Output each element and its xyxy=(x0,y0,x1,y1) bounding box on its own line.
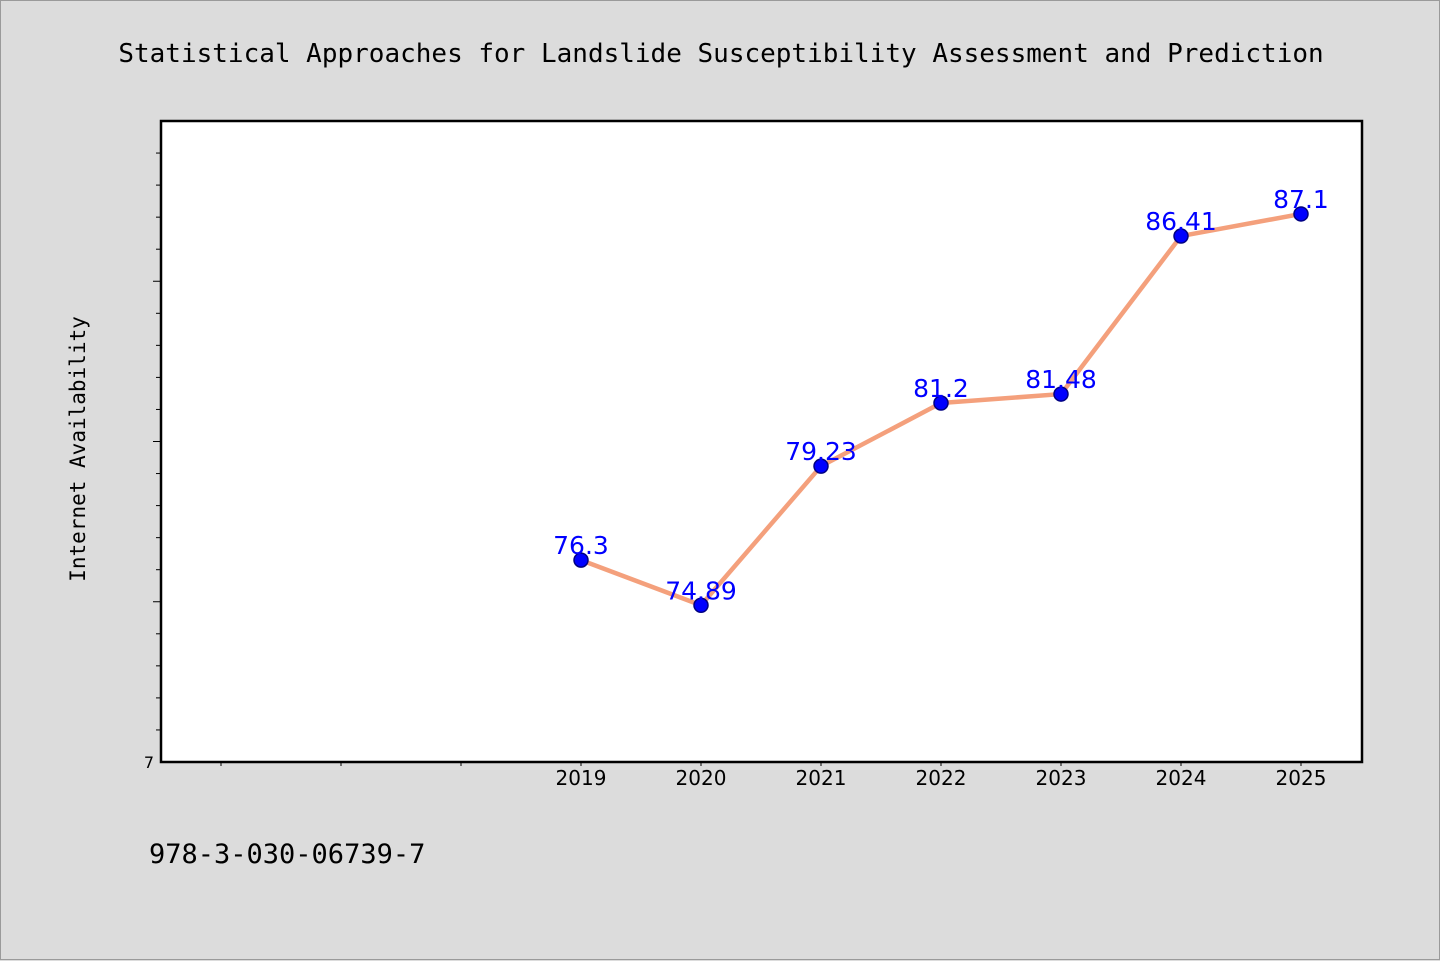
data-label: 81.2 xyxy=(913,374,969,403)
x-tick-label: 2022 xyxy=(916,766,967,790)
data-point xyxy=(813,458,829,474)
x-tick-label: 2025 xyxy=(1276,766,1327,790)
plot-border xyxy=(159,119,1364,764)
x-tick-label: 2019 xyxy=(556,766,607,790)
y-axis-label: Internet Availability xyxy=(66,316,90,582)
chart-title: Statistical Approaches for Landslide Sus… xyxy=(118,39,1323,69)
x-axis-ticks: 2019 2020 2021 2022 2023 2024 2025 xyxy=(220,762,1327,790)
data-labels: 76.3 74.89 79.23 81.2 81.48 86.41 87.1 xyxy=(553,185,1329,605)
x-tick-label: 2023 xyxy=(1036,766,1087,790)
data-label: 76.3 xyxy=(553,531,609,560)
data-label: 81.48 xyxy=(1025,365,1097,394)
x-tick-label: 2024 xyxy=(1156,766,1207,790)
isbn-text: 978-3-030-06739-7 xyxy=(149,839,425,870)
x-tick-label: 2020 xyxy=(676,766,727,790)
x-tick-label: 2021 xyxy=(796,766,847,790)
data-point xyxy=(693,597,709,614)
data-point xyxy=(933,395,949,411)
data-label: 79.23 xyxy=(785,437,857,466)
data-label: 74.89 xyxy=(665,576,737,605)
plot-area xyxy=(161,121,1362,762)
data-point xyxy=(1053,386,1069,402)
data-point xyxy=(573,552,589,568)
y-tick-label: 7 xyxy=(144,753,154,772)
data-point xyxy=(1173,228,1189,244)
data-label: 87.1 xyxy=(1273,185,1329,214)
data-label: 86.41 xyxy=(1145,207,1217,236)
data-point xyxy=(1293,206,1309,222)
data-markers xyxy=(573,206,1309,614)
